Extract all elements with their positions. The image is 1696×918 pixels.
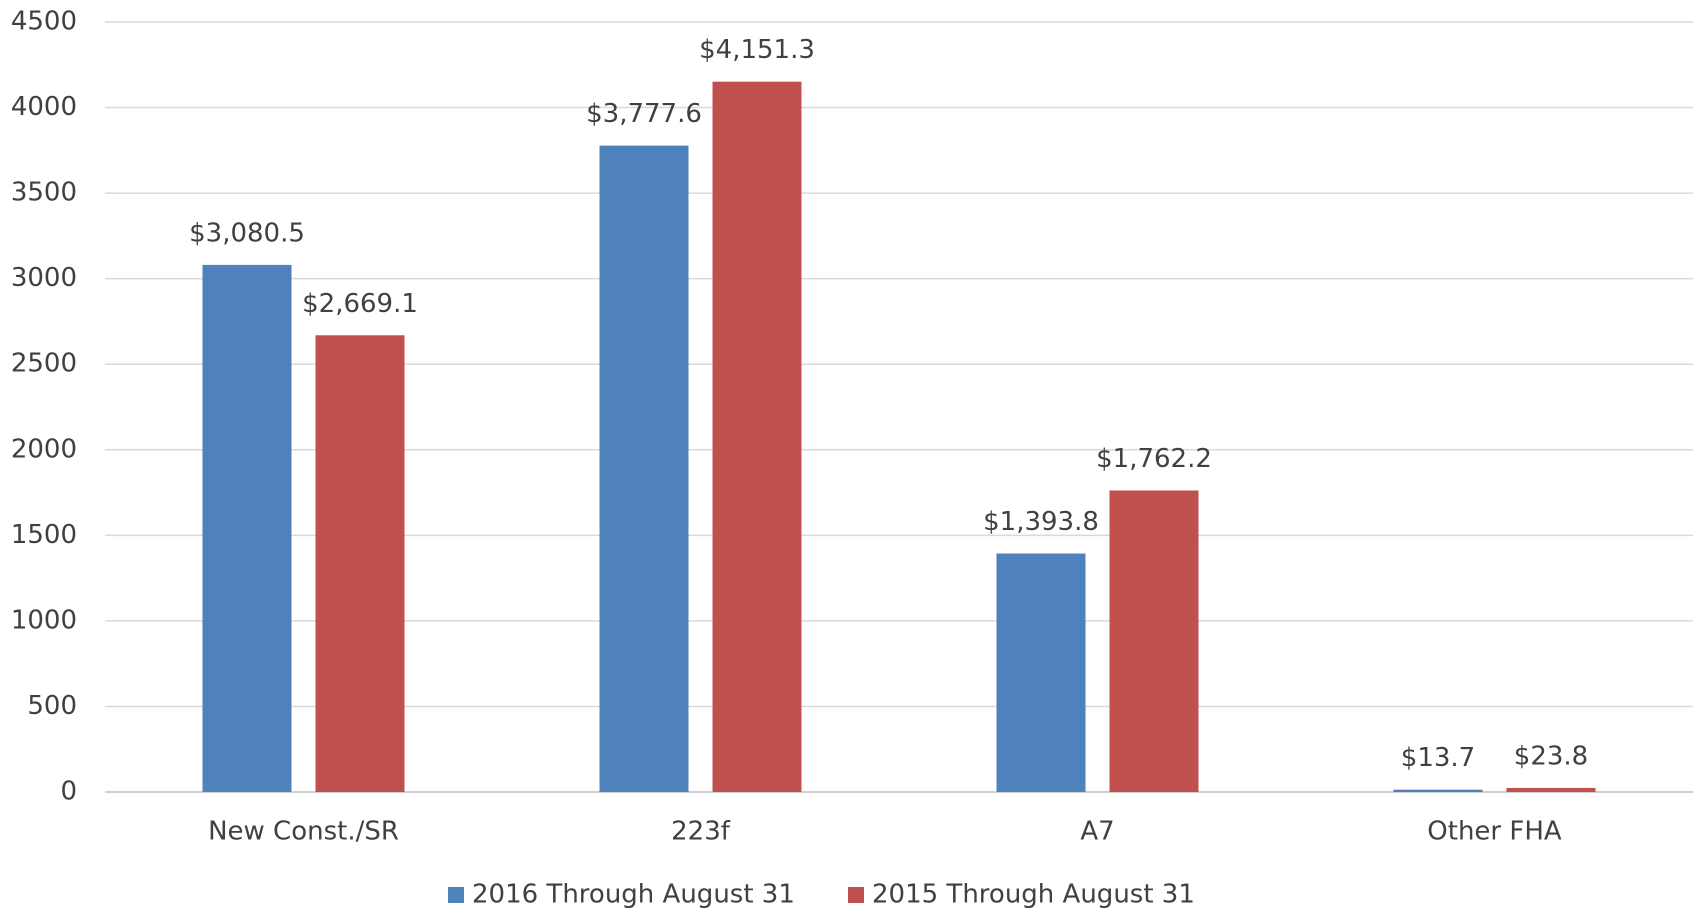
bar — [202, 264, 292, 792]
legend-swatch — [448, 887, 464, 903]
y-tick-label: 3500 — [11, 178, 77, 208]
y-tick-label: 1500 — [11, 520, 77, 550]
x-tick-label: 223f — [671, 817, 731, 847]
data-label: $23.8 — [1514, 741, 1588, 771]
bar — [712, 81, 802, 792]
x-tick-label: Other FHA — [1427, 817, 1562, 847]
y-tick-label: 2000 — [11, 434, 77, 464]
bar — [1393, 789, 1483, 792]
y-tick-label: 1000 — [11, 605, 77, 635]
data-label: $3,777.6 — [586, 99, 702, 129]
y-tick-label: 500 — [27, 691, 77, 721]
bar — [1109, 490, 1199, 792]
x-tick-label: New Const./SR — [208, 817, 399, 847]
legend-swatch — [848, 887, 864, 903]
data-label: $1,393.8 — [983, 507, 1099, 537]
y-tick-label: 0 — [60, 777, 77, 807]
legend-label: 2015 Through August 31 — [872, 880, 1195, 910]
bar — [1506, 787, 1596, 792]
data-label: $13.7 — [1401, 743, 1475, 773]
y-tick-label: 4500 — [11, 7, 77, 37]
bar — [599, 145, 689, 793]
bar — [315, 335, 405, 792]
y-tick-label: 3000 — [11, 263, 77, 293]
data-label: $2,669.1 — [302, 289, 418, 319]
x-tick-label: A7 — [1080, 817, 1114, 847]
data-label: $4,151.3 — [699, 35, 815, 65]
bar — [996, 553, 1086, 792]
data-label: $3,080.5 — [189, 218, 305, 248]
data-label: $1,762.2 — [1096, 444, 1212, 474]
legend-label: 2016 Through August 31 — [472, 880, 795, 910]
y-tick-label: 2500 — [11, 349, 77, 379]
y-tick-label: 4000 — [11, 92, 77, 122]
